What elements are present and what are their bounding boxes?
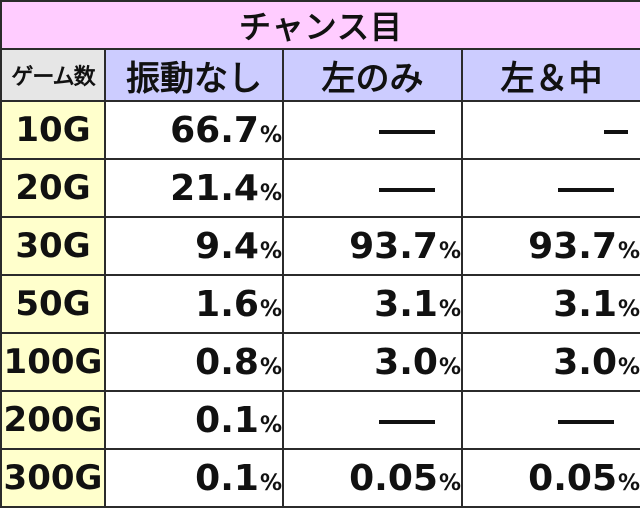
table-row: 50G 1.6% 3.1% 3.1% — [0, 274, 640, 334]
percent-sign: % — [259, 354, 282, 380]
row-game-count: 200G — [0, 390, 106, 450]
row-game-count: 20G — [0, 158, 106, 218]
percent-sign: % — [618, 296, 640, 322]
row-game-count: 50G — [0, 274, 106, 334]
percent-sign: % — [438, 354, 461, 380]
cell-value: 3.0 — [374, 341, 438, 383]
cell-value: 66.7 — [170, 109, 259, 151]
header-no-vibration: 振動なし — [104, 48, 284, 102]
table-row: 10G 66.7% — [0, 100, 640, 160]
table-row: 200G 0.1% — [0, 390, 640, 450]
cell-no-vibration: 0.1% — [104, 390, 284, 450]
cell-value: 0.1 — [195, 399, 259, 441]
cell-left-and-center — [460, 158, 640, 218]
percent-sign: % — [438, 238, 461, 264]
cell-left-only — [282, 100, 463, 160]
row-game-count: 10G — [0, 100, 106, 160]
table-row: 30G 9.4% 93.7% 93.7% — [0, 216, 640, 276]
row-game-count: 30G — [0, 216, 106, 276]
cell-value: 93.7 — [349, 225, 438, 267]
percent-sign: % — [259, 180, 282, 206]
cell-value: 93.7 — [528, 225, 617, 267]
not-applicable-dash — [558, 419, 615, 424]
cell-value: 0.05 — [349, 457, 438, 499]
row-game-count: 100G — [0, 332, 106, 392]
cell-value: 3.1 — [374, 283, 438, 325]
percent-sign: % — [618, 238, 640, 264]
cell-value: 3.0 — [553, 341, 617, 383]
percent-sign: % — [259, 238, 282, 264]
cell-left-and-center — [460, 390, 640, 450]
header-game-count: ゲーム数 — [0, 48, 106, 102]
row-game-count: 300G — [0, 448, 106, 508]
cell-left-only: 3.1% — [282, 274, 463, 334]
not-applicable-dash — [558, 187, 615, 192]
cell-left-only: 93.7% — [282, 216, 463, 276]
cell-no-vibration: 66.7% — [104, 100, 284, 160]
cell-left-and-center: 93.7% — [460, 216, 640, 276]
cell-no-vibration: 21.4% — [104, 158, 284, 218]
cell-no-vibration: 9.4% — [104, 216, 284, 276]
cell-left-only: 3.0% — [282, 332, 463, 392]
cell-left-and-center: 0.05% — [460, 448, 640, 508]
cell-left-and-center: 3.1% — [460, 274, 640, 334]
percent-sign: % — [438, 296, 461, 322]
not-applicable-dash — [379, 419, 435, 424]
table-row: 100G 0.8% 3.0% 3.0% — [0, 332, 640, 392]
cell-value: 0.05 — [528, 457, 617, 499]
cell-value: 0.1 — [195, 457, 259, 499]
cell-value: 1.6 — [195, 283, 259, 325]
cell-left-only — [282, 390, 463, 450]
percent-sign: % — [259, 122, 282, 148]
percent-sign: % — [438, 470, 461, 496]
percent-sign: % — [259, 470, 282, 496]
cell-value: 3.1 — [553, 283, 617, 325]
percent-sign: % — [259, 296, 282, 322]
not-applicable-dash — [379, 187, 435, 192]
table-title: チャンス目 — [0, 0, 640, 50]
not-applicable-dash — [379, 129, 435, 134]
table-row: 20G 21.4% — [0, 158, 640, 218]
not-applicable-dash — [604, 129, 629, 134]
header-left-only: 左のみ — [282, 48, 463, 102]
table-body: 10G 66.7% 20G 21.4% 30G 9.4% 93.7% 93.7% 50G 1.6%… — [0, 100, 640, 508]
cell-left-only: 0.05% — [282, 448, 463, 508]
cell-left-and-center — [460, 100, 640, 160]
cell-no-vibration: 1.6% — [104, 274, 284, 334]
cell-value: 9.4 — [195, 225, 259, 267]
percent-sign: % — [618, 354, 640, 380]
table-row: 300G 0.1% 0.05% 0.05% — [0, 448, 640, 508]
percent-sign: % — [259, 412, 282, 438]
header-left-and-center: 左＆中 — [460, 48, 640, 102]
cell-no-vibration: 0.8% — [104, 332, 284, 392]
percent-sign: % — [618, 470, 640, 496]
cell-left-only — [282, 158, 463, 218]
cell-left-and-center: 3.0% — [460, 332, 640, 392]
cell-value: 21.4 — [170, 167, 259, 209]
cell-value: 0.8 — [195, 341, 259, 383]
cell-no-vibration: 0.1% — [104, 448, 284, 508]
